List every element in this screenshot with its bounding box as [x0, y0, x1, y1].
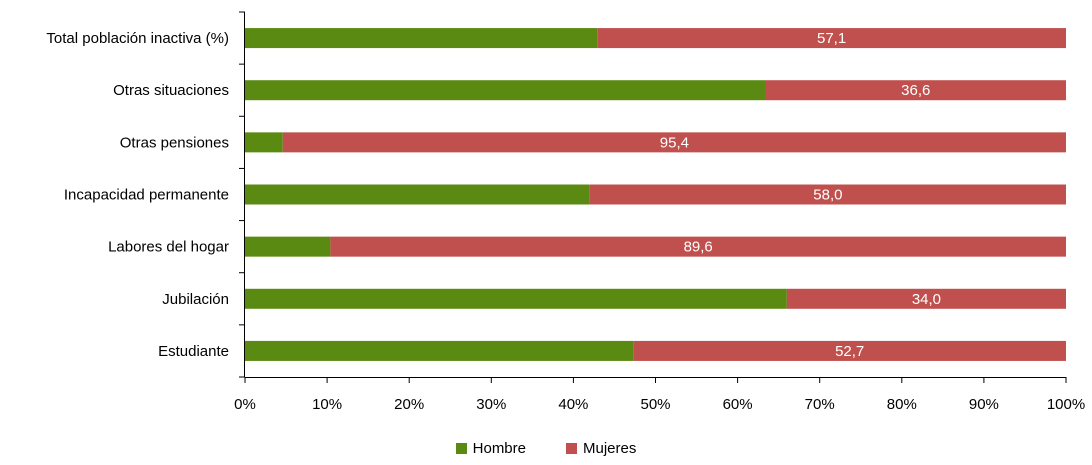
- bar-mujeres-0: [597, 28, 1066, 49]
- category-label-1: Otras situaciones: [113, 82, 229, 99]
- x-tick-label-1: 10%: [312, 396, 342, 413]
- x-tick-label-5: 50%: [640, 396, 670, 413]
- data-label-mujeres-2: 95,4: [660, 134, 689, 151]
- legend-item-hombre: Hombre: [455, 440, 526, 457]
- bar-mujeres-6: [633, 340, 1066, 361]
- category-label-6: Estudiante: [158, 343, 229, 360]
- bar-mujeres-5: [786, 288, 1066, 309]
- x-tick-label-0: 0%: [234, 396, 256, 413]
- bar-hombre-5: [245, 288, 787, 309]
- bar-mujeres-4: [330, 236, 1066, 257]
- category-label-4: Labores del hogar: [108, 239, 229, 256]
- category-label-5: Jubilación: [162, 291, 229, 308]
- bar-hombre-1: [245, 80, 766, 101]
- x-tick-label-9: 90%: [969, 396, 999, 413]
- category-label-3: Incapacidad permanente: [64, 187, 229, 204]
- category-label-2: Otras pensiones: [120, 134, 229, 151]
- bar-hombre-6: [245, 340, 634, 361]
- data-label-mujeres-1: 36,6: [901, 82, 930, 99]
- legend-label-hombre: Hombre: [472, 440, 526, 457]
- legend-label-mujeres: Mujeres: [583, 440, 637, 457]
- data-label-mujeres-0: 57,1: [817, 30, 846, 47]
- data-label-mujeres-5: 34,0: [912, 291, 941, 308]
- x-tick-label-4: 40%: [558, 396, 588, 413]
- x-tick-label-10: 100%: [1047, 396, 1085, 413]
- data-label-mujeres-4: 89,6: [684, 239, 713, 256]
- bar-hombre-3: [245, 184, 590, 205]
- data-label-mujeres-6: 52,7: [835, 343, 864, 360]
- bar-mujeres-1: [765, 80, 1066, 101]
- x-tick-label-6: 60%: [723, 396, 753, 413]
- bar-mujeres-3: [589, 184, 1066, 205]
- x-tick-label-8: 80%: [887, 396, 917, 413]
- legend-swatch-hombre: [455, 443, 467, 454]
- legend-swatch-mujeres: [566, 443, 577, 454]
- stacked-bar-chart: 57,1 Total población inactiva (%) 36,6 Otra…: [46, 11, 1085, 413]
- x-tick-label-7: 70%: [805, 396, 835, 413]
- data-label-mujeres-3: 58,0: [813, 187, 842, 204]
- bar-hombre-4: [245, 236, 331, 257]
- bar-hombre-0: [245, 28, 598, 49]
- bar-mujeres-2: [282, 132, 1066, 153]
- legend: Hombre Mujeres: [0, 440, 1092, 457]
- bar-hombre-2: [245, 132, 283, 153]
- x-tick-label-3: 30%: [476, 396, 506, 413]
- legend-item-mujeres: Mujeres: [566, 440, 636, 457]
- x-tick-label-2: 20%: [394, 396, 424, 413]
- category-label-0: Total población inactiva (%): [46, 30, 229, 47]
